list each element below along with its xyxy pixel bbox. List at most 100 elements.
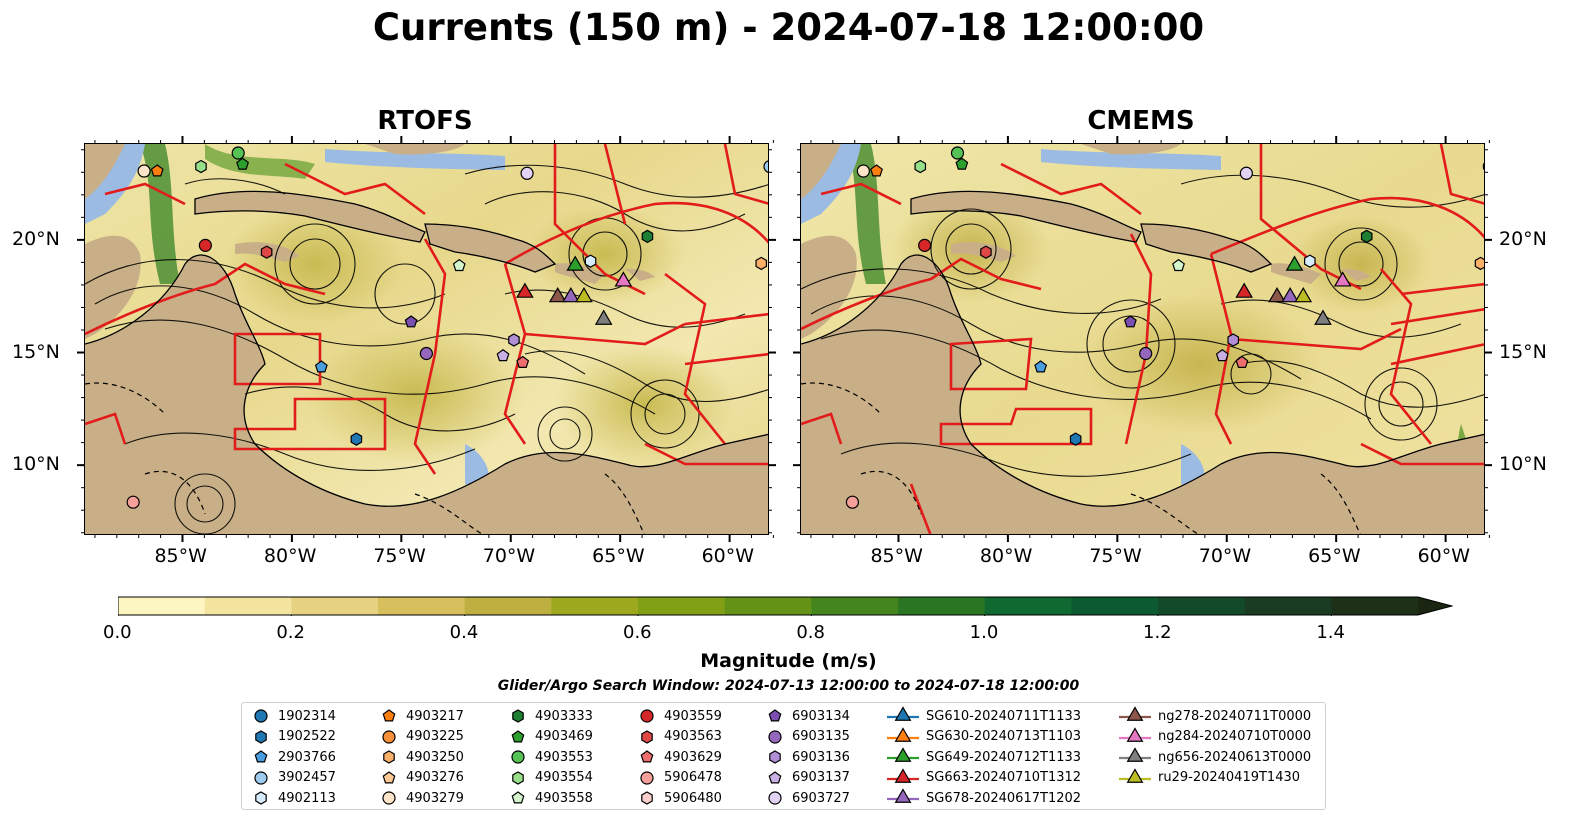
legend-item-label: 6903137 [792, 770, 850, 785]
legend-item-label: 3902457 [278, 770, 336, 785]
lat-tick-label: 10°N [12, 453, 60, 476]
colorbar-tick-label: 1.2 [1143, 622, 1172, 643]
platform-marker [516, 282, 534, 298]
colorbar-label: Magnitude (m/s) [700, 650, 877, 672]
lon-tick-label: 65°W [592, 545, 645, 567]
colorbar-segment [811, 597, 899, 615]
legend-item: 4903469 [507, 727, 593, 747]
colorbar-segment [1071, 597, 1159, 615]
colorbar-extend-arrow [1418, 597, 1452, 615]
legend-item-label: 6903136 [792, 749, 850, 765]
platform-marker [516, 355, 530, 368]
lat-tick-label: 10°N [1499, 453, 1547, 476]
circle-marker-icon [768, 729, 782, 744]
platform-marker [419, 346, 434, 361]
colorbar-tick-label: 1.4 [1316, 622, 1345, 643]
legend-item-label: ru29-20240419T1430 [1158, 770, 1301, 785]
pentagon-marker-icon [511, 791, 525, 804]
platform-marker [950, 146, 965, 160]
platform-marker [1360, 229, 1373, 244]
lon-tick-label: 65°W [1308, 545, 1361, 567]
pentagon-marker-icon [768, 709, 782, 722]
platform-marker [980, 245, 992, 259]
legend-item: ng284-20240710T0000 [1118, 726, 1312, 747]
platform-marker [1227, 333, 1240, 347]
map-canvas-cmems [801, 144, 1484, 534]
legend-item: 1902314 [250, 706, 336, 726]
pentagon-marker-icon [640, 750, 654, 763]
lat-tick-label: 20°N [1499, 227, 1547, 250]
colorbar-segment [1158, 597, 1246, 615]
legend-item-label: 1902314 [278, 708, 336, 724]
colorbar-tick-label: 0.0 [103, 622, 132, 643]
hexagon-marker-icon [255, 791, 267, 805]
platform-marker [404, 315, 418, 328]
legend-item-label: ng278-20240711T0000 [1158, 708, 1312, 724]
legend-item: 5906478 [636, 768, 722, 788]
platform-marker [126, 495, 140, 509]
pentagon-marker-icon [382, 770, 396, 783]
colorbar-tick-label: 1.0 [969, 622, 999, 643]
colorbar-tick-label: 0.8 [796, 622, 825, 643]
colorbar-segment [204, 597, 292, 615]
platform-marker [918, 238, 932, 252]
pentagon-marker-icon [768, 770, 782, 783]
legend-item-label: 4903276 [406, 770, 464, 785]
colorbar-segment [291, 597, 379, 615]
legend-item: 6903135 [764, 727, 850, 747]
platform-marker [955, 157, 969, 170]
platform-marker [1333, 271, 1352, 287]
circle-marker-icon [640, 709, 654, 723]
hexagon-marker-icon [641, 791, 653, 805]
legend-item: 4903225 [378, 727, 464, 747]
platform-marker [1239, 166, 1253, 180]
platform-marker [1215, 349, 1229, 362]
legend-item: 1902522 [250, 727, 336, 747]
legend-item-label: SG678-20240617T1202 [926, 790, 1082, 806]
platform-marker [763, 160, 768, 173]
pentagon-marker-icon [511, 729, 525, 742]
colorbar-segment [1331, 597, 1419, 615]
platform-marker [1172, 258, 1185, 272]
platform-marker [575, 287, 593, 303]
circle-marker-icon [382, 729, 396, 744]
legend-item-label: ng284-20240710T0000 [1158, 729, 1312, 744]
legend-item: 6903137 [764, 768, 850, 788]
map-canvas-rtofs [85, 144, 768, 534]
legend-item: ru29-20240419T1430 [1118, 767, 1301, 788]
platform-marker [1069, 432, 1082, 446]
platform-marker [1294, 286, 1313, 303]
platform-marker [195, 159, 207, 174]
platform-marker [1235, 282, 1254, 298]
legend-item-label: 4903558 [535, 790, 593, 806]
legend-item: ng278-20240711T0000 [1118, 706, 1311, 726]
map-panel-rtofs[interactable] [84, 143, 769, 535]
lon-tick-label: 60°W [701, 545, 755, 567]
legend-item: SG678-20240617T1202 [886, 788, 1081, 808]
platform-marker [260, 245, 273, 259]
colorbar-segment [984, 597, 1072, 615]
platform-marker [755, 256, 768, 271]
legend-item: 5906480 [636, 788, 722, 808]
legend-item: 4903563 [636, 727, 722, 747]
legend-item-label: SG663-20240710T1312 [926, 770, 1082, 785]
map-panel-cmems[interactable] [800, 143, 1485, 535]
platform-marker [614, 271, 633, 287]
legend-item-label: 4903225 [406, 729, 464, 744]
legend-item-label: 4903559 [664, 708, 722, 724]
colorbar-segment [551, 597, 639, 615]
colorbar-segment [724, 597, 812, 615]
platform-marker [452, 258, 466, 272]
platform-marker [1285, 255, 1304, 271]
search-window-text: Glider/Argo Search Window: 2024-07-13 12… [497, 678, 1080, 694]
circle-marker-icon [768, 791, 782, 805]
platform-markers-cmems [845, 146, 1484, 509]
legend-item-label: 4903217 [406, 708, 464, 724]
triangle-marker-icon [1119, 706, 1151, 721]
legend-item-label: SG630-20240713T1103 [926, 729, 1082, 744]
platform-marker [1123, 315, 1137, 328]
colorbar [118, 596, 1453, 616]
platform-marker [1268, 287, 1286, 303]
platform-marker [1314, 309, 1332, 325]
platform-marker [1482, 162, 1484, 171]
